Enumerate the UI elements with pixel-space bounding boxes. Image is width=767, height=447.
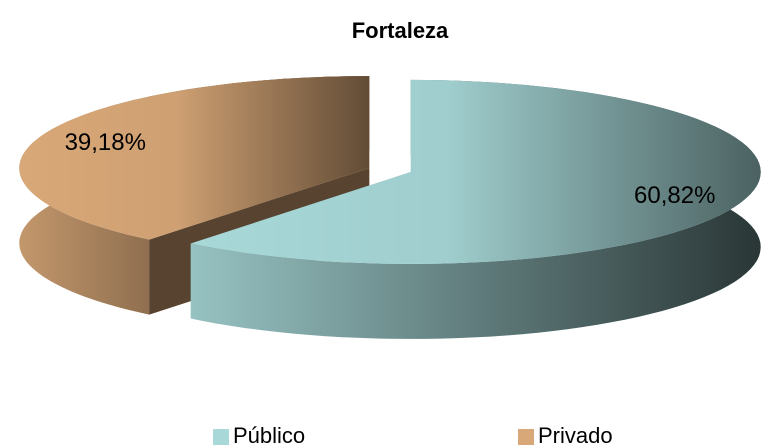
chart-title: Fortaleza: [352, 18, 449, 43]
legend-label: Privado: [538, 423, 613, 447]
legend-swatch: [213, 429, 229, 445]
slice-top-shade: [19, 76, 370, 240]
data-label: 39,18%: [65, 129, 146, 156]
legend-label: Público: [233, 423, 305, 447]
data-label: 60,82%: [634, 182, 715, 209]
legend-swatch: [518, 429, 534, 445]
slice-top-shade: [190, 79, 761, 264]
